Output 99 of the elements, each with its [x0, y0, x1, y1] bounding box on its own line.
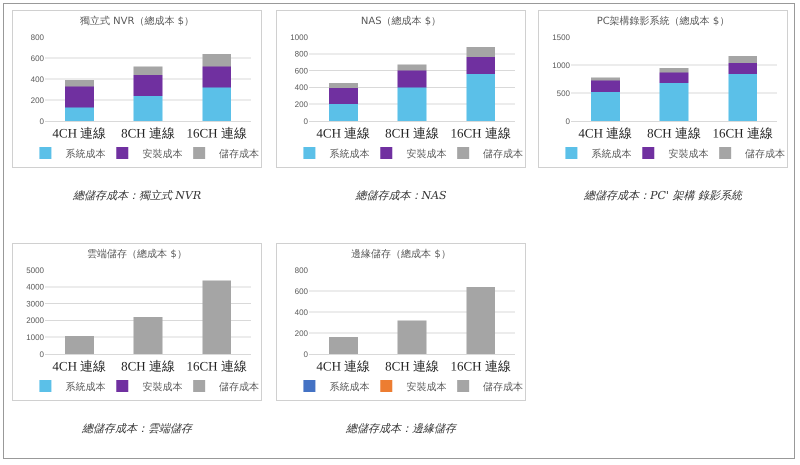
- bar: [398, 87, 426, 121]
- y-tick-label: 200: [30, 96, 45, 105]
- bar: [466, 74, 496, 121]
- y-tick-label: 400: [294, 83, 309, 92]
- x-tick-label: 16CH 連線: [450, 126, 511, 141]
- y-tick-label: 400: [294, 308, 309, 317]
- bar: [64, 86, 94, 108]
- x-tick-label: 4CH 連線: [52, 358, 106, 374]
- legend-label: 儲存成本: [483, 148, 524, 160]
- bar: [202, 54, 232, 66]
- y-tick-label: 0: [566, 116, 571, 126]
- x-tick-label: 4CH 連線: [316, 358, 370, 374]
- bar: [590, 77, 620, 81]
- bar: [202, 280, 232, 354]
- legend-label: 儲存成本: [483, 380, 524, 393]
- x-tick-label: 16CH 連線: [450, 358, 511, 374]
- y-tick-label: 200: [294, 100, 309, 109]
- chart-title: 邊緣儲存（總成本 $）: [351, 248, 451, 260]
- y-tick-label: 2000: [26, 316, 45, 326]
- y-tick-label: 0: [304, 350, 309, 359]
- legend-label: 儲存成本: [219, 380, 260, 393]
- bar: [202, 66, 232, 88]
- x-tick-label: 16CH 連線: [186, 126, 247, 141]
- legend-label: 安裝成本: [142, 380, 182, 393]
- bar: [328, 83, 358, 88]
- legend-label: 安裝成本: [406, 148, 446, 160]
- bar: [134, 74, 162, 96]
- y-tick-label: 4000: [26, 282, 45, 292]
- legend-label: 系統成本: [329, 148, 370, 160]
- bar: [328, 104, 358, 121]
- bar: [466, 47, 496, 58]
- bar: [728, 56, 758, 63]
- bar: [660, 72, 688, 83]
- text: 總儲存成本：獨立式 NVR: [72, 188, 202, 203]
- x-tick-label: 8CH 連線: [121, 126, 175, 141]
- y-tick-label: 1000: [552, 60, 571, 70]
- bar: [64, 80, 94, 86]
- legend-label: 系統成本: [65, 380, 106, 393]
- bar: [134, 66, 162, 75]
- y-tick-label: 500: [556, 88, 571, 98]
- bar: [398, 320, 426, 354]
- x-tick-label: 16CH 連線: [712, 126, 773, 141]
- chart-title: 雲端儲存（總成本 $）: [87, 248, 187, 260]
- bar: [202, 87, 232, 121]
- bar: [398, 70, 426, 88]
- legend-label: 系統成本: [65, 148, 106, 160]
- y-tick-label: 800: [30, 32, 45, 42]
- bar: [728, 62, 758, 74]
- y-tick-label: 600: [30, 54, 45, 63]
- legend-label: 安裝成本: [142, 148, 182, 160]
- y-tick-label: 1000: [26, 333, 45, 342]
- x-tick-label: 8CH 連線: [385, 358, 439, 374]
- bar: [328, 337, 358, 354]
- bar: [134, 317, 162, 354]
- chart-title: NAS（總成本 $）: [360, 15, 442, 28]
- y-tick-label: 800: [294, 266, 309, 275]
- text: 總儲存成本：雲端儲存: [80, 421, 194, 436]
- legend-label: 系統成本: [329, 380, 370, 393]
- x-tick-label: 4CH 連線: [316, 126, 370, 141]
- chart-title: 獨立式 NVR（總成本 $）: [80, 15, 194, 28]
- text: 總儲存成本：邊緣儲存: [344, 421, 458, 436]
- x-tick-label: 8CH 連線: [385, 126, 439, 141]
- y-tick-label: 200: [294, 328, 309, 338]
- x-tick-label: 16CH 連線: [186, 358, 247, 374]
- bar: [64, 336, 94, 354]
- legend-label: 系統成本: [591, 148, 632, 160]
- bar: [398, 64, 426, 71]
- legend-label: 儲存成本: [219, 148, 260, 160]
- x-tick-label: 8CH 連線: [121, 358, 175, 374]
- y-tick-label: 400: [30, 74, 45, 84]
- y-tick-label: 3000: [26, 299, 45, 308]
- y-tick-label: 600: [294, 66, 309, 76]
- bar: [134, 96, 162, 121]
- chart-title: PC架構錄影系統（總成本 $）: [596, 15, 730, 28]
- x-tick-label: 4CH 連線: [578, 126, 632, 141]
- legend-label: 安裝成本: [668, 148, 708, 160]
- x-tick-label: 8CH 連線: [647, 126, 701, 141]
- text: 總儲存成本：PC' 架構 錄影系統: [582, 188, 744, 203]
- y-tick-label: 800: [294, 50, 309, 59]
- bar: [728, 74, 758, 121]
- bar: [590, 92, 620, 121]
- bar: [660, 68, 688, 72]
- legend-label: 安裝成本: [406, 380, 446, 393]
- y-tick-label: 600: [294, 286, 309, 296]
- x-tick-label: 4CH 連線: [52, 126, 106, 141]
- y-tick-label: 1000: [290, 32, 309, 42]
- bar: [466, 57, 496, 74]
- y-tick-label: 0: [40, 116, 45, 126]
- text: 總儲存成本：NAS: [354, 188, 448, 203]
- y-tick-label: 0: [40, 350, 45, 359]
- bar: [64, 107, 94, 121]
- bar: [590, 80, 620, 92]
- y-tick-label: 1500: [552, 32, 571, 42]
- bar: [660, 82, 688, 121]
- bar: [328, 88, 358, 104]
- y-tick-label: 5000: [26, 266, 45, 275]
- bar: [466, 286, 496, 354]
- legend-label: 儲存成本: [745, 148, 786, 160]
- y-tick-label: 0: [304, 116, 309, 126]
